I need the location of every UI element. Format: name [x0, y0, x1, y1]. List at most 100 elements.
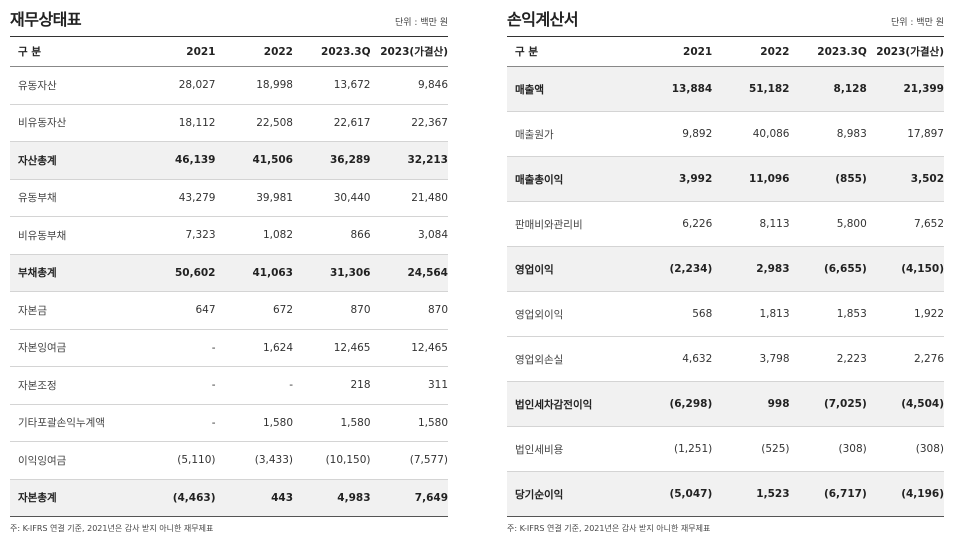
- income-row-value: 2,983: [712, 246, 790, 292]
- income-row-value: 3,502: [866, 156, 944, 202]
- income-row-value: 4,632: [635, 336, 713, 382]
- income-row: 영업외이익 568 1,813 1,853 1,922: [507, 291, 944, 337]
- balance-row-value: 21,480: [370, 179, 448, 217]
- income-row-value: 1,853: [789, 291, 867, 337]
- income-row-value: 40,086: [712, 111, 790, 157]
- balance-row: 자본총계 (4,463) 443 4,983 7,649: [10, 479, 448, 517]
- balance-row-value: 3,084: [370, 216, 448, 255]
- balance-header-2023-3q: 2023.3Q: [293, 36, 371, 67]
- income-header-category: 구 분: [507, 36, 635, 67]
- balance-row-value: -: [138, 366, 216, 405]
- balance-row-value: 12,465: [293, 329, 371, 367]
- balance-row-value: 41,506: [215, 141, 293, 180]
- balance-row-value: 1,580: [370, 404, 448, 442]
- income-row: 법인세비용 (1,251) (525) (308) (308): [507, 426, 944, 472]
- balance-row: 자본조정 - -218 311: [10, 366, 448, 405]
- balance-row-value: -: [138, 329, 216, 367]
- income-row-label: 판매비와관리비: [507, 201, 635, 247]
- balance-header-2021: 2021: [138, 36, 216, 67]
- balance-row-value: 50,602: [138, 254, 216, 292]
- balance-row-value: 4,983: [293, 479, 371, 517]
- income-row-value: (7,025): [789, 381, 867, 427]
- income-row-value: 17,897: [866, 111, 944, 157]
- income-row-value: (525): [712, 426, 790, 472]
- income-row-value: 7,652: [866, 201, 944, 247]
- balance-row-value: 647: [138, 291, 216, 330]
- balance-row-value: 31,306: [293, 254, 371, 292]
- balance-row-value: 672: [215, 291, 293, 330]
- income-statement-title: 손익계산서: [507, 10, 579, 29]
- balance-row-value: 28,027: [138, 66, 216, 105]
- income-row-value: 8,983: [789, 111, 867, 157]
- income-row-value: 1,523: [712, 471, 790, 517]
- balance-header-category: 구 분: [10, 36, 138, 67]
- balance-row-label: 자산총계: [10, 141, 138, 180]
- balance-unit-label: 단위 : 백만 원: [394, 18, 448, 28]
- income-row-value: (4,504): [866, 381, 944, 427]
- balance-row-value: -: [215, 366, 293, 405]
- income-row: 법인세차감전이익 (6,298) 998 (7,025) (4,504): [507, 381, 944, 427]
- balance-sheet-title: 재무상태표: [10, 10, 82, 29]
- income-row-value: 9,892: [635, 111, 713, 157]
- balance-row-value: 36,289: [293, 141, 371, 180]
- balance-row-value: 22,367: [370, 104, 448, 142]
- income-row-label: 영업외이익: [507, 291, 635, 337]
- balance-row: 자산총계 46,139 41,506 36,289 32,213: [10, 141, 448, 180]
- income-row-value: (855): [789, 156, 867, 202]
- balance-row-label: 자본잉여금: [10, 329, 138, 367]
- balance-row-value: 43,279: [138, 179, 216, 217]
- balance-row-value: 32,213: [370, 141, 448, 180]
- income-row-value: (6,717): [789, 471, 867, 517]
- income-row: 매출원가 9,892 40,086 8,983 17,897: [507, 111, 944, 157]
- income-row: 영업이익 (2,234) 2,983 (6,655) (4,150): [507, 246, 944, 292]
- balance-row-value: 18,998: [215, 66, 293, 105]
- balance-footnote: 주: K-IFRS 연결 기준, 2021년은 감사 받지 아니한 재무제표: [10, 524, 214, 533]
- income-row-value: (5,047): [635, 471, 713, 517]
- income-row-label: 법인세차감전이익: [507, 381, 635, 427]
- balance-sheet-table: 구 분 2021 2022 2023.3Q 2023(가결산) 유동자산 28,0…: [10, 36, 448, 517]
- income-statement-table: 구 분 2021 2022 2023.3Q 2023(가결산) 매출액 13,88…: [507, 36, 944, 517]
- balance-row-value: (4,463): [138, 479, 216, 517]
- income-row-value: (4,150): [866, 246, 944, 292]
- balance-row: 자본잉여금 -1,624 12,465 12,465: [10, 329, 448, 367]
- income-row-value: (308): [789, 426, 867, 472]
- income-row-value: 2,223: [789, 336, 867, 382]
- balance-row-value: 41,063: [215, 254, 293, 292]
- balance-row-value: 24,564: [370, 254, 448, 292]
- income-table-body: 매출액 13,884 51,182 8,128 21,399 매출원가 9,892 40,08…: [507, 66, 944, 517]
- income-header-row: 구 분 2021 2022 2023.3Q 2023(가결산): [507, 36, 944, 67]
- balance-row: 비유동자산 18,112 22,508 22,617 22,367: [10, 104, 448, 142]
- balance-row-value: 1,580: [215, 404, 293, 442]
- income-footnote: 주: K-IFRS 연결 기준, 2021년은 감사 받지 아니한 재무제표: [507, 524, 711, 533]
- balance-row-value: 30,440: [293, 179, 371, 217]
- income-row-value: 1,922: [866, 291, 944, 337]
- income-row-value: 6,226: [635, 201, 713, 247]
- balance-row-value: 9,846: [370, 66, 448, 105]
- income-unit-label: 단위 : 백만 원: [890, 18, 944, 28]
- income-row-value: (308): [866, 426, 944, 472]
- income-row-label: 영업외손실: [507, 336, 635, 382]
- income-header-2021: 2021: [635, 36, 713, 67]
- income-row-value: (1,251): [635, 426, 713, 472]
- balance-row-value: 866: [293, 216, 371, 255]
- income-row-value: 998: [712, 381, 790, 427]
- balance-row-label: 유동부채: [10, 179, 138, 217]
- income-row-label: 매출총이익: [507, 156, 635, 202]
- balance-row-value: 1,082: [215, 216, 293, 255]
- balance-row-value: 870: [293, 291, 371, 330]
- income-header-2022: 2022: [712, 36, 790, 67]
- income-row-value: 2,276: [866, 336, 944, 382]
- balance-row-value: 7,649: [370, 479, 448, 517]
- balance-row: 부채총계 50,602 41,063 31,306 24,564: [10, 254, 448, 292]
- balance-row-value: (7,577): [370, 441, 448, 480]
- income-row: 매출총이익 3,992 11,096 (855) 3,502: [507, 156, 944, 202]
- balance-header-2022: 2022: [215, 36, 293, 67]
- balance-row-value: 443: [215, 479, 293, 517]
- balance-row-label: 자본금: [10, 291, 138, 330]
- balance-row-value: 18,112: [138, 104, 216, 142]
- balance-row-value: (3,433): [215, 441, 293, 480]
- balance-table-body: 유동자산 28,027 18,998 13,672 9,846 비유동자산 18,112 22…: [10, 66, 448, 517]
- balance-row-label: 비유동자산: [10, 104, 138, 142]
- balance-header-2023-prelim: 2023(가결산): [370, 36, 448, 67]
- balance-row-label: 자본조정: [10, 366, 138, 405]
